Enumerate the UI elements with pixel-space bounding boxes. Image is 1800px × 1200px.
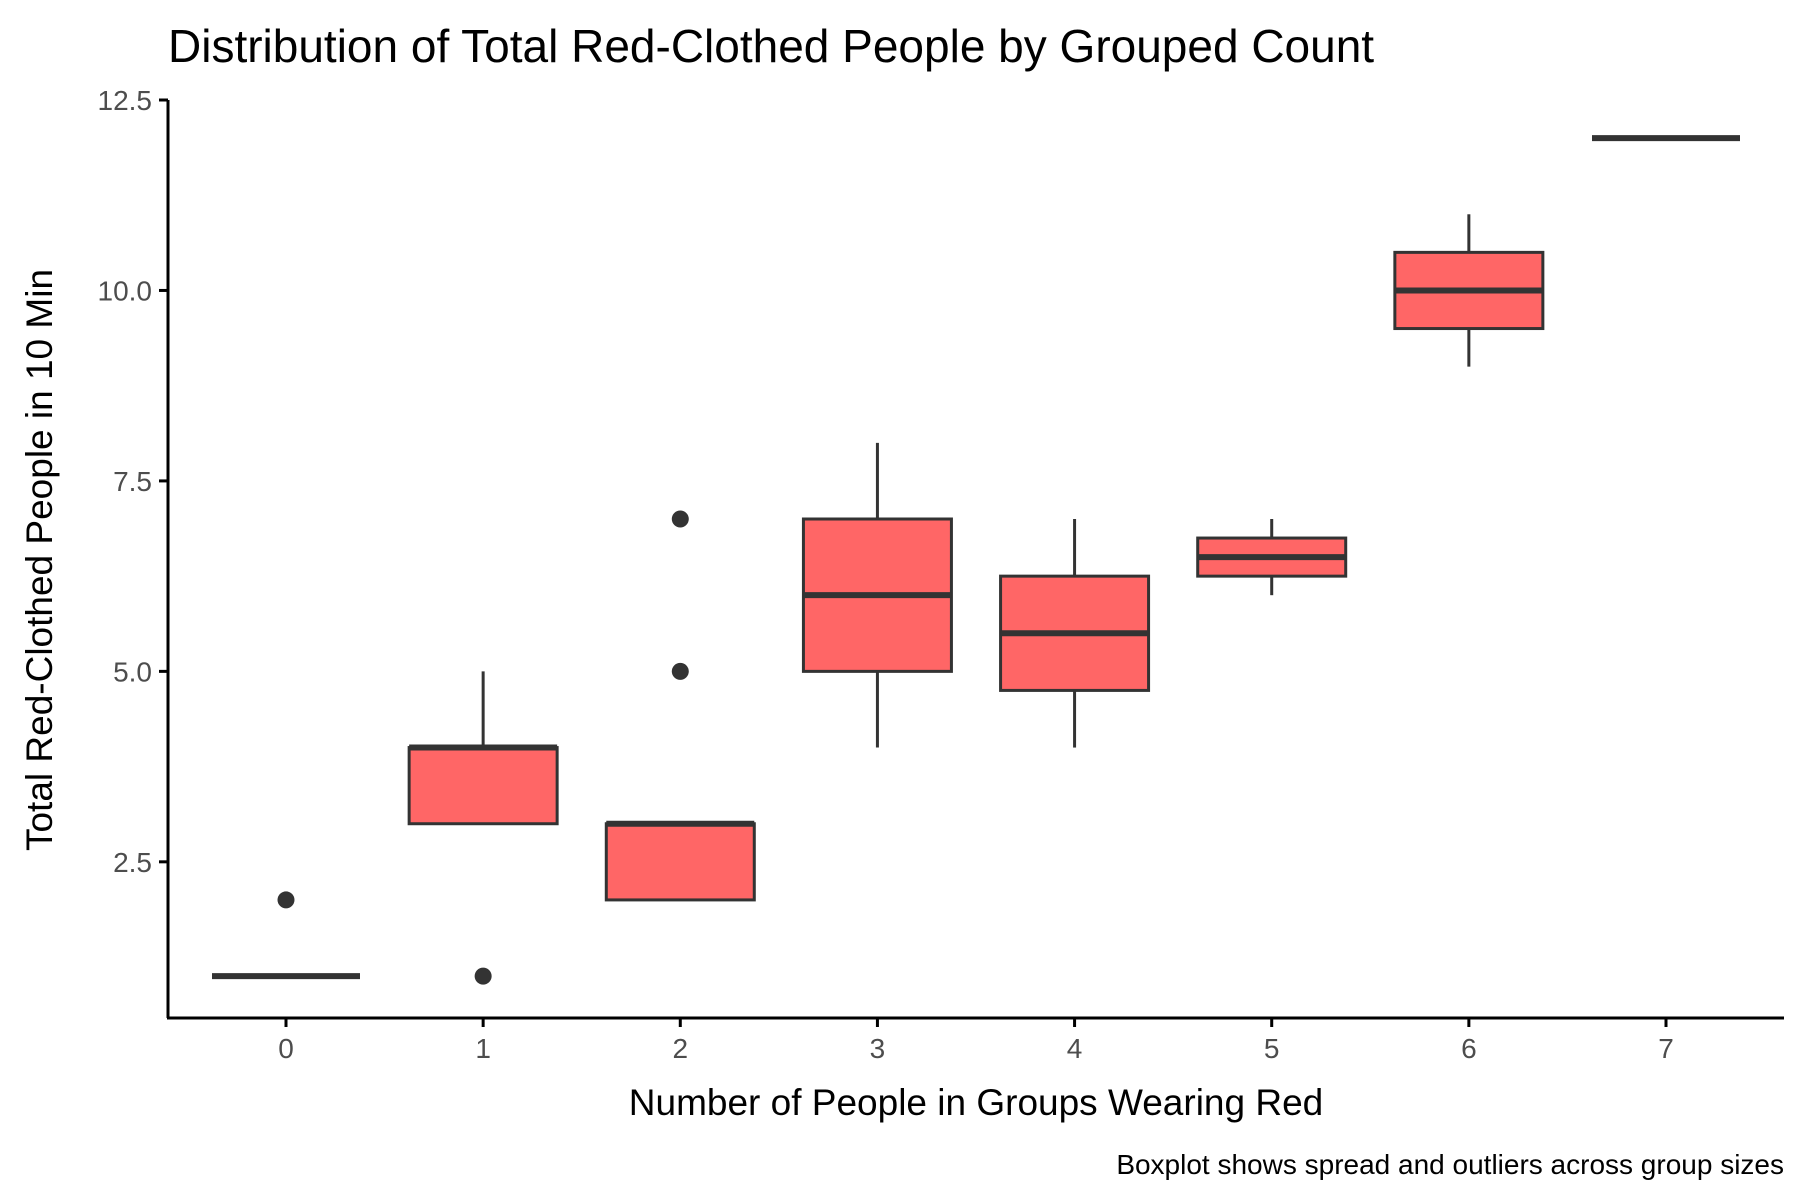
chart-caption: Boxplot shows spread and outliers across… <box>1116 1149 1784 1180</box>
y-axis-title: Total Red-Clothed People in 10 Min <box>19 269 60 851</box>
box-group-1 <box>407 671 559 985</box>
axes <box>159 98 1784 1027</box>
box-body <box>604 822 756 902</box>
x-tick-label: 6 <box>1461 1033 1477 1064</box>
x-tick-label: 1 <box>475 1033 491 1064</box>
box-group-2 <box>604 510 756 902</box>
y-tick-label: 10.0 <box>98 275 153 306</box>
outlier-point <box>671 662 689 680</box>
y-tick-label: 7.5 <box>113 466 152 497</box>
x-tick-label: 0 <box>278 1033 294 1064</box>
box-body <box>407 746 559 826</box>
x-tick-label: 5 <box>1264 1033 1280 1064</box>
y-tick-label: 12.5 <box>98 85 153 116</box>
box-group-5 <box>1196 519 1348 596</box>
outlier-point <box>474 967 492 985</box>
y-tick-label: 5.0 <box>113 656 152 687</box>
chart-title: Distribution of Total Red-Clothed People… <box>168 20 1374 72</box>
box-group-0 <box>212 891 360 980</box>
plot-area <box>212 135 1740 985</box>
box-group-3 <box>801 442 953 748</box>
x-axis-title: Number of People in Groups Wearing Red <box>629 1082 1323 1123</box>
box-group-4 <box>999 519 1151 748</box>
outlier-point <box>671 510 689 528</box>
y-tick-label: 2.5 <box>113 847 152 878</box>
x-tick-label: 4 <box>1067 1033 1083 1064</box>
x-tick-label: 3 <box>870 1033 886 1064</box>
box-group-6 <box>1393 214 1545 367</box>
x-tick-label: 7 <box>1658 1033 1674 1064</box>
x-tick-label: 2 <box>672 1033 688 1064</box>
outlier-point <box>277 891 295 909</box>
